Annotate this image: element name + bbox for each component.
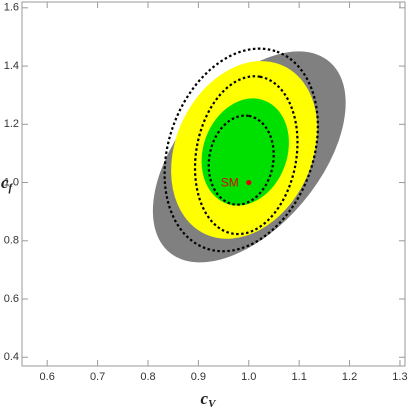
x-tick-label: 0.8 bbox=[140, 371, 155, 383]
x-axis-title-main: c bbox=[201, 389, 209, 408]
y-tick-label: 1.6 bbox=[4, 2, 19, 14]
y-axis-title-main: c bbox=[1, 173, 9, 192]
x-tick-label: 0.6 bbox=[40, 371, 55, 383]
contour bbox=[207, 114, 275, 206]
x-axis-title: cV bbox=[201, 389, 218, 410]
contour bbox=[163, 47, 319, 253]
x-axis-title-sub: V bbox=[208, 398, 217, 410]
x-tick-label: 1.1 bbox=[292, 371, 307, 383]
plot-frame bbox=[21, 1, 406, 367]
y-tick-label: 0.4 bbox=[4, 351, 19, 363]
region bbox=[201, 98, 289, 206]
x-tick-label: 1.3 bbox=[392, 371, 407, 383]
y-tick-label: 1.2 bbox=[4, 118, 19, 130]
point-label: SM bbox=[221, 176, 239, 190]
x-tick-label: 0.9 bbox=[191, 371, 206, 383]
y-tick-label: 1.4 bbox=[4, 60, 19, 72]
y-tick-label: 0.6 bbox=[4, 293, 19, 305]
x-tick-label: 1.0 bbox=[241, 371, 256, 383]
x-tick-label: 0.7 bbox=[90, 371, 105, 383]
contour bbox=[193, 75, 299, 236]
point bbox=[246, 179, 252, 186]
y-tick-label: 1.0 bbox=[4, 176, 19, 188]
x-tick-label: 1.2 bbox=[342, 371, 357, 383]
y-axis-title-sub: f bbox=[9, 182, 14, 194]
y-axis-title: cf bbox=[1, 173, 14, 194]
y-tick-label: 0.8 bbox=[4, 235, 19, 247]
